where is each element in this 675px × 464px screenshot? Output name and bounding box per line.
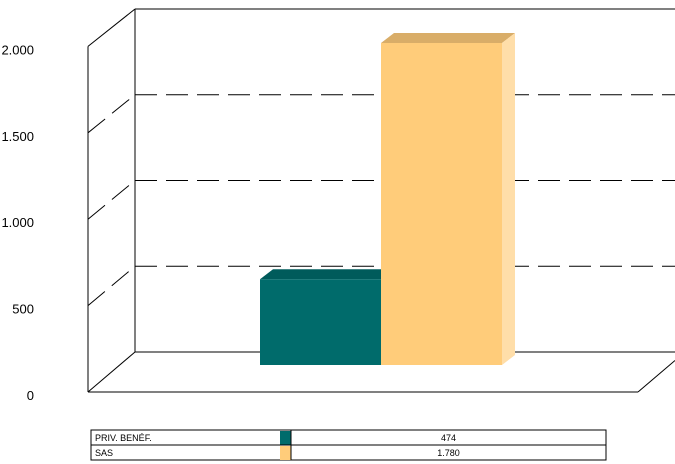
gridline-side xyxy=(87,265,136,306)
y-tick-label: 1.000 xyxy=(1,215,34,230)
floor-left-edge xyxy=(87,351,136,393)
table-value: 474 xyxy=(441,433,456,443)
bar-front-face xyxy=(381,43,502,365)
left-wall-top-edge xyxy=(87,8,136,47)
bar-top-face xyxy=(381,33,515,43)
bar-top-face xyxy=(260,269,394,280)
data-table: PRIV. BENÉF. 474 SAS 1.780 xyxy=(90,429,607,461)
table-category-label: PRIV. BENÉF. xyxy=(95,433,152,443)
legend-swatch xyxy=(280,446,291,460)
bar xyxy=(260,269,394,365)
legend-swatch xyxy=(280,431,291,445)
bar-side-face xyxy=(502,33,515,365)
bar xyxy=(381,33,515,365)
bar-front-face xyxy=(260,279,381,365)
floor-right-edge xyxy=(637,360,675,393)
table-row-border xyxy=(90,444,607,461)
table-value: 1.780 xyxy=(437,448,460,458)
gridline-side xyxy=(87,180,136,220)
gridline-side xyxy=(87,94,136,134)
y-tick-label: 500 xyxy=(12,302,34,317)
y-tick-label: 1.500 xyxy=(1,129,34,144)
y-tick-label: 2.000 xyxy=(1,42,34,57)
table-row-border xyxy=(90,429,607,446)
bars xyxy=(260,33,515,365)
y-tick-label: 0 xyxy=(27,388,34,403)
table-category-label: SAS xyxy=(95,448,113,458)
table-row: SAS 1.780 xyxy=(90,444,607,461)
y-axis-ticks: 0 500 1.000 1.500 2.000 xyxy=(1,42,34,403)
table-row: PRIV. BENÉF. 474 xyxy=(90,429,607,446)
